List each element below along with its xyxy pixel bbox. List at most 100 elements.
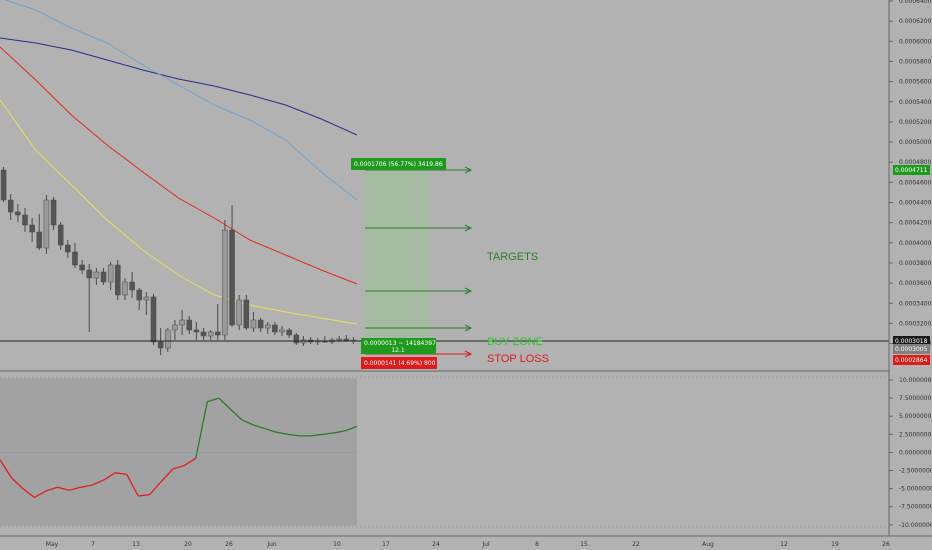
- date-tick-label: 15: [580, 541, 588, 548]
- entry-box-bg: [361, 338, 436, 354]
- candle-body: [136, 289, 142, 301]
- candle-body: [143, 296, 150, 301]
- oscillator-segment: [276, 431, 289, 436]
- target-price-badge-bg: [893, 165, 930, 175]
- oscillator-segment: [195, 401, 208, 459]
- candle-body: [236, 299, 242, 326]
- candle-body: [336, 338, 342, 341]
- candle-body: [107, 264, 114, 283]
- target-arrow-head: [464, 324, 473, 332]
- mid-price-badge-bg: [893, 344, 930, 354]
- candle-body: [100, 271, 107, 283]
- oscillator-segment: [218, 397, 231, 410]
- price-tick-label: 0.0005000: [899, 139, 932, 146]
- price-tick-label: 0.0005800: [899, 58, 932, 65]
- candle-body: [79, 264, 85, 271]
- oscillator-history-shade: [0, 378, 357, 526]
- oscillator-segment: [103, 472, 116, 481]
- price-tick-label: 0.0003400: [899, 300, 932, 307]
- candle-body: [150, 296, 157, 343]
- history-shade: [0, 378, 357, 526]
- price-tick-label: 0.0004200: [899, 220, 932, 227]
- oscillator-segment: [241, 419, 254, 426]
- osc-tick-label: -2.5000000: [899, 468, 932, 475]
- targets-label: TARGETS: [487, 251, 538, 263]
- date-tick-label: Jun: [266, 541, 277, 548]
- candle-body: [29, 224, 35, 233]
- candle-body: [65, 244, 71, 253]
- ma-line-1: [0, 37, 358, 136]
- oscillator-segment: [229, 408, 243, 421]
- candle-body: [243, 299, 250, 329]
- candle-body: [72, 251, 78, 266]
- osc-tick-label: 10.0000000: [899, 377, 932, 384]
- date-tick-label: Aug: [702, 541, 714, 548]
- target-price-badge: 0.0004711: [895, 167, 928, 174]
- candle-body: [207, 331, 214, 337]
- oscillator-segment: [333, 430, 346, 434]
- candle-body: [122, 281, 128, 296]
- candle-body: [193, 329, 200, 333]
- date-tick-label: 24: [432, 541, 440, 548]
- price-tick-label: 0.0005200: [899, 119, 932, 126]
- oscillator-segment: [345, 425, 358, 432]
- stop-box-text: 0.0000141 (4.69%) 800: [364, 360, 436, 367]
- price-tick-label: 0.0004400: [899, 200, 932, 207]
- oscillator-panel: [0, 397, 358, 499]
- target-arrow-head: [464, 224, 473, 232]
- price-tick-label: 0.0006000: [899, 38, 932, 45]
- osc-tick-label: -7.5000000: [899, 504, 932, 511]
- candle-body: [215, 331, 221, 336]
- oscillator-segment: [34, 490, 47, 499]
- candle-body: [157, 341, 164, 349]
- stop-box-bg: [361, 357, 437, 369]
- target-box-bg: [351, 158, 446, 170]
- date-tick-label: Jul: [481, 541, 490, 548]
- candle-body: [15, 211, 21, 216]
- date-tick-label: 13: [132, 541, 140, 548]
- current-price-badge: 0.0003018: [895, 338, 928, 345]
- candle-body: [50, 199, 57, 226]
- date-tick-label: 22: [632, 541, 640, 548]
- oscillator-segment: [264, 427, 277, 433]
- ma-line-2: [4, 0, 358, 201]
- price-tick-label: 0.0006400: [899, 0, 932, 5]
- oscillator-segment: [57, 486, 70, 491]
- osc-tick-label: 2.5000000: [899, 431, 932, 438]
- date-tick-label: 20: [184, 541, 192, 548]
- date-tick-label: 26: [225, 541, 233, 548]
- candle-body: [115, 264, 121, 296]
- osc-tick-label: 7.5000000: [899, 395, 932, 402]
- oscillator-segment: [45, 486, 58, 492]
- price-tick-label: 0.0004800: [899, 159, 932, 166]
- candle-body: [222, 229, 228, 336]
- price-tick-label: 0.0003800: [899, 260, 932, 267]
- entry-box-line1: 0.0000013 ~ 14184397: [364, 340, 436, 347]
- date-tick-label: May: [46, 541, 59, 548]
- price-tick-label: 0.0004600: [899, 179, 932, 186]
- candle-body: [57, 224, 64, 246]
- profit-zone: [365, 170, 429, 342]
- date-tick-label: 17: [382, 541, 390, 548]
- osc-tick-label: -5.0000000: [899, 486, 932, 493]
- mid-price-badge: 0.0003005: [895, 346, 928, 353]
- oscillator-segment: [0, 459, 13, 479]
- candle-body: [279, 329, 285, 333]
- date-tick-label: 10: [333, 541, 341, 548]
- oscillator-segment: [80, 484, 93, 488]
- entry-box-line2: 12.1: [391, 347, 405, 354]
- oscillator-segment: [310, 433, 323, 437]
- oscillator-segment: [115, 472, 127, 475]
- date-tick-label: 8: [535, 541, 539, 548]
- stop-price-badge: 0.0002864: [895, 357, 928, 364]
- oscillator-segment: [183, 457, 197, 467]
- candle-body: [200, 331, 207, 337]
- price-tick-label: 0.0003600: [899, 280, 932, 287]
- candle-body: [93, 271, 100, 279]
- osc-tick-label: -10.0000000: [899, 522, 932, 529]
- oscillator-segment: [68, 486, 81, 491]
- ma-line-3: [0, 46, 358, 285]
- oscillator-segment: [149, 481, 162, 495]
- candle-body: [179, 319, 185, 326]
